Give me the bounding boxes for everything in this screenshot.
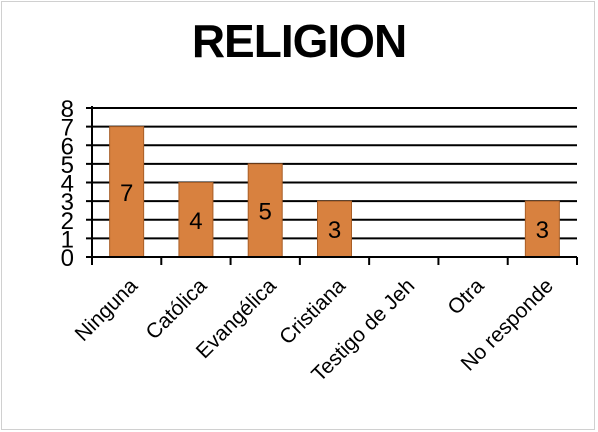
y-tick-label: 8 [61, 96, 74, 123]
y-tick-label: 1 [61, 226, 74, 253]
x-tick-label: Católica [142, 274, 212, 344]
x-tick-label: Otra [443, 274, 488, 319]
y-tick-label: 4 [61, 171, 74, 198]
bar-0 [109, 126, 145, 258]
y-tick-label: 2 [61, 208, 74, 235]
bar-3 [317, 200, 352, 258]
bars [109, 126, 560, 258]
data-label: 3 [328, 217, 341, 244]
data-labels: 7 4 5 3 3 [120, 180, 549, 244]
y-tick-label: 5 [61, 152, 74, 179]
y-tick-label: 3 [61, 189, 74, 216]
data-label: 4 [189, 208, 202, 235]
y-tick-label: 7 [61, 115, 74, 142]
data-label: 5 [259, 198, 272, 225]
y-tick-label: 6 [61, 133, 74, 160]
chart-title: RELIGION [191, 15, 407, 67]
bar-1 [178, 182, 214, 258]
data-label: 3 [536, 217, 549, 244]
bar-2 [247, 163, 283, 258]
data-label: 7 [120, 180, 133, 207]
bar-6 [524, 200, 560, 258]
x-tick-label: Ninguna [71, 274, 143, 346]
x-tick-labels: Ninguna CatólicaEvangélicaCristianaTestig… [71, 274, 558, 386]
axes [86, 106, 578, 265]
y-tick-label: 0 [61, 245, 74, 272]
